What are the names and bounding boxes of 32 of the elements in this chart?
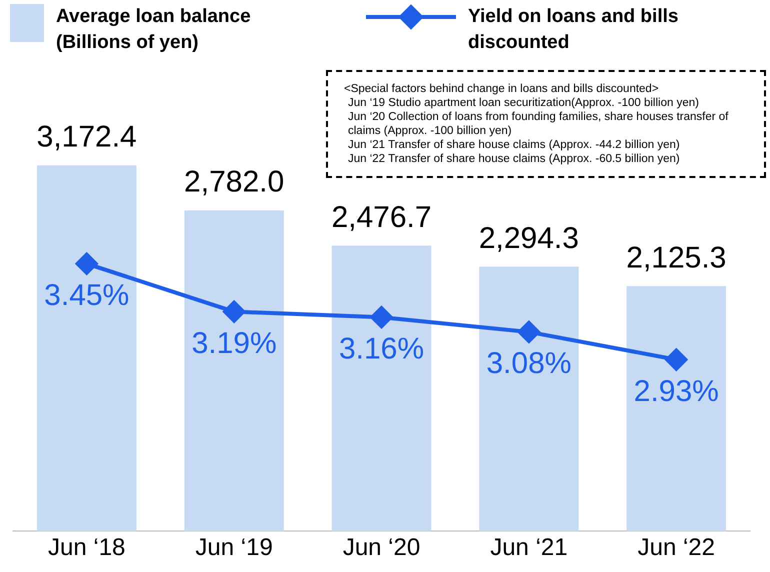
data-label: 2.93% [634,374,719,408]
point [223,300,246,323]
data-label: 2,125.3 [626,241,726,274]
legend-label: Yield on loans and bills discounted [468,5,680,55]
x-tick-label: Jun ‘21 [490,534,568,562]
legend-label: Average loan balance (Billions of yen) [56,5,252,55]
bar [479,266,579,532]
bar [332,246,432,532]
x-tick-label: Jun ‘22 [638,534,715,562]
data-label: 3.19% [192,326,277,360]
data-label: 2,782.0 [184,166,284,199]
data-label: 2,294.3 [478,222,579,255]
data-label: 3.08% [486,347,572,380]
x-tick-label: Jun ‘19 [195,534,273,562]
text: Jun ‘20 Collection of loans from founding families, share houses transfer of claims (Approx. -100 billion yen) [347,110,730,138]
data-label: 3,172.4 [36,120,137,154]
text: Jun ‘22 Transfer of share house claims (Approx. -60.5 billion yen) [347,152,681,166]
bar [36,165,136,532]
bar [184,210,284,532]
data-label: 3.16% [338,332,424,366]
bar [626,286,726,532]
data-label: 2,476.7 [331,200,432,234]
x-tick-label: Jun ‘20 [342,534,420,562]
text: Jun ‘19 Studio apartment loan securitization(Approx. -100 billion yen) [347,96,700,110]
point [76,252,98,275]
x-tick-label: Jun ‘18 [48,534,126,562]
text: Jun ‘21 Transfer of share house claims (Approx. -44.2 billion yen) [347,138,681,152]
data-label: 3.45% [44,278,130,312]
point [518,320,540,343]
text: <Special factors behind change in loans and bills discounted> [343,82,660,96]
point [370,306,392,328]
point [665,348,688,371]
